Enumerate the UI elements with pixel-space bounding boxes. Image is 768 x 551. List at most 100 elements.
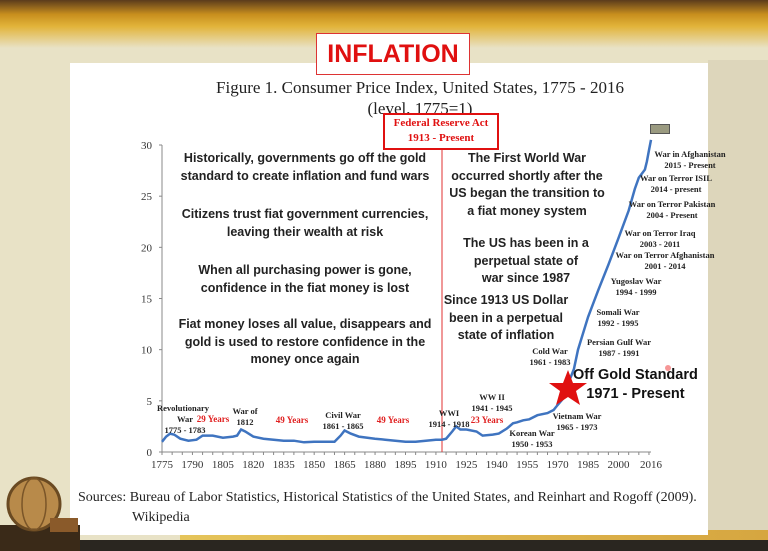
note-line: occurred shortly after the (451, 168, 603, 183)
annotation-line: 2004 - Present (646, 210, 698, 220)
x-tick-label: 1820 (242, 459, 265, 471)
annotation-line: 1861 - 1865 (322, 421, 364, 431)
note-line: been in a perpetual (449, 310, 563, 325)
annotation-line: Cold War (532, 346, 568, 356)
note-line: US began the transition to (449, 186, 605, 200)
annotation-line: WWI (438, 408, 460, 418)
off-gold-standard-label: Off Gold Standard 1971 - Present (573, 366, 698, 404)
note-line: confidence in the fiat money is lost (200, 280, 410, 295)
annotation-line: Korean War (509, 428, 555, 438)
off-gold-title: Off Gold Standard (573, 367, 698, 383)
y-tick-label: 0 (147, 447, 153, 459)
cpi-series-line (161, 139, 653, 444)
x-tick-label: 1925 (455, 459, 478, 471)
x-tick-label: 1790 (181, 459, 204, 471)
annotation-war-on-terror-pakistan: War on Terror Pakistan 2004 - Present (629, 199, 716, 221)
fed-reserve-dates: 1913 - Present (407, 132, 475, 144)
y-tick-label: 5 (147, 396, 153, 408)
note-line: gold is used to restore confidence in th… (184, 334, 426, 349)
dollar-bill-icon (650, 124, 670, 134)
star-icon (549, 370, 587, 405)
annotation-line: War on Terror Afghanistan (615, 250, 715, 260)
annotation-line: Yugoslav War (610, 276, 662, 286)
x-tick-label: 1880 (364, 459, 387, 471)
note-gold-standard: Historically, governments go off the gol… (181, 150, 430, 185)
annotation-revolutionary-war: Revolutionary War 1775 - 1783 (157, 403, 209, 436)
off-gold-dates: 1971 - Present (586, 386, 685, 402)
fed-reserve-label: Federal Reserve Act 1913 - Present (383, 113, 499, 150)
annotation-line: 2001 - 2014 (644, 261, 686, 271)
annotation-line: WW II (479, 392, 505, 402)
x-tick-label: 1895 (394, 459, 417, 471)
x-tick-label: 2016 (640, 459, 663, 471)
annotation-war-of-1812: War of 1812 (232, 406, 257, 428)
sources-wikipedia: Wikipedia (132, 510, 190, 525)
x-tick-label: 1835 (273, 459, 296, 471)
note-line: When all purchasing power is gone, (198, 263, 412, 277)
note-line: The First World War (467, 151, 587, 165)
annotation-cold-war: Cold War 1961 - 1983 (529, 346, 570, 368)
note-line: Since 1913 US Dollar (443, 293, 569, 307)
y-tick-label: 25 (141, 191, 153, 203)
x-tick-label: 1850 (303, 459, 326, 471)
annotation-line: Vietnam War (552, 411, 602, 421)
x-tick-label: 1940 (486, 459, 509, 471)
x-tick-label: 1985 (577, 459, 600, 471)
annotation-line: War on Terror Iraq (624, 228, 696, 238)
x-tick-label: 1955 (516, 459, 539, 471)
x-tick-label: 1805 (212, 459, 235, 471)
y-tick-label: 20 (141, 242, 153, 254)
annotation-line: Revolutionary (157, 403, 209, 413)
annotation-line: War in Afghanistan (654, 149, 726, 159)
note-first-world-war: The First World War occurred shortly aft… (449, 150, 605, 220)
annotation-line: 1941 - 1945 (471, 403, 513, 413)
note-citizens-trust: Citizens trust fiat government currencie… (182, 206, 429, 241)
annotation-wwi: WWI 1914 - 1918 (428, 408, 469, 430)
note-purchasing-power: When all purchasing power is gone, confi… (198, 262, 411, 297)
fed-reserve-title: Federal Reserve Act (393, 117, 489, 129)
annotation-line: Somali War (596, 307, 640, 317)
slide-right-strip (708, 60, 768, 540)
annotation-wwii: WW II 1941 - 1945 (471, 392, 512, 414)
annotation-civil-war: Civil War 1861 - 1865 (322, 410, 363, 432)
x-tick-label: 1970 (547, 459, 570, 471)
annotation-vietnam-war: Vietnam War 1965 - 1973 (553, 411, 602, 433)
annotation-line: 1950 - 1953 (511, 439, 553, 449)
note-fiat-money: Fiat money loses all value, disappears a… (179, 316, 432, 369)
globe-icon (0, 476, 80, 551)
note-line: leaving their wealth at risk (226, 224, 384, 239)
annotation-war-on-terror-iraq: War on Terror Iraq 2003 - 2011 (624, 228, 695, 250)
note-line: a fiat money system (467, 203, 587, 218)
note-line: Citizens trust fiat government currencie… (181, 207, 429, 221)
annotation-line: 1994 - 1999 (615, 287, 657, 297)
annotation-line: 2003 - 2011 (639, 239, 681, 249)
annotation-persian-gulf-war: Persian Gulf War 1987 - 1991 (587, 337, 651, 359)
note-line: Historically, governments go off the gol… (183, 151, 427, 165)
note-perpetual-war: The US has been in a perpetual state of … (463, 235, 589, 288)
annotation-war-in-afghanistan: War in Afghanistan 2015 - Present (654, 149, 725, 171)
annotation-line: 1992 - 1995 (597, 318, 639, 328)
annotation-line: 1914 - 1918 (428, 419, 470, 429)
annotation-line: Civil War (325, 410, 361, 420)
annotation-war-on-terror-isil: War on Terror ISIL 2014 - present (640, 173, 712, 195)
annotation-korean-war: Korean War 1950 - 1953 (509, 428, 554, 450)
annotation-war-on-terror-afghanistan: War on Terror Afghanistan 2001 - 2014 (616, 250, 715, 272)
note-line: Fiat money loses all value, disappears a… (178, 317, 432, 331)
x-tick-label: 1865 (334, 459, 357, 471)
annotation-line: 2015 - Present (664, 160, 716, 170)
x-tick-label: 1775 (151, 459, 174, 471)
chart-title: Figure 1. Consumer Price Index, United S… (216, 78, 624, 97)
annotation-line: 1812 (236, 417, 254, 427)
y-tick-label: 30 (141, 140, 153, 152)
annotation-somali-war: Somali War 1992 - 1995 (596, 307, 639, 329)
gap-label: 29 Years (196, 414, 230, 424)
annotation-line: 1961 - 1983 (529, 357, 571, 367)
annotation-line: 1775 - 1783 (164, 425, 206, 435)
gap-label: 49 Years (376, 415, 410, 425)
note-line: state of inflation (457, 328, 555, 342)
note-line: standard to create inflation and fund wa… (180, 168, 430, 183)
annotation-line: War on Terror Pakistan (628, 199, 716, 209)
annotation-line: 2014 - present (650, 184, 702, 194)
annotation-yugoslav-war: Yugoslav War 1994 - 1999 (611, 276, 662, 298)
